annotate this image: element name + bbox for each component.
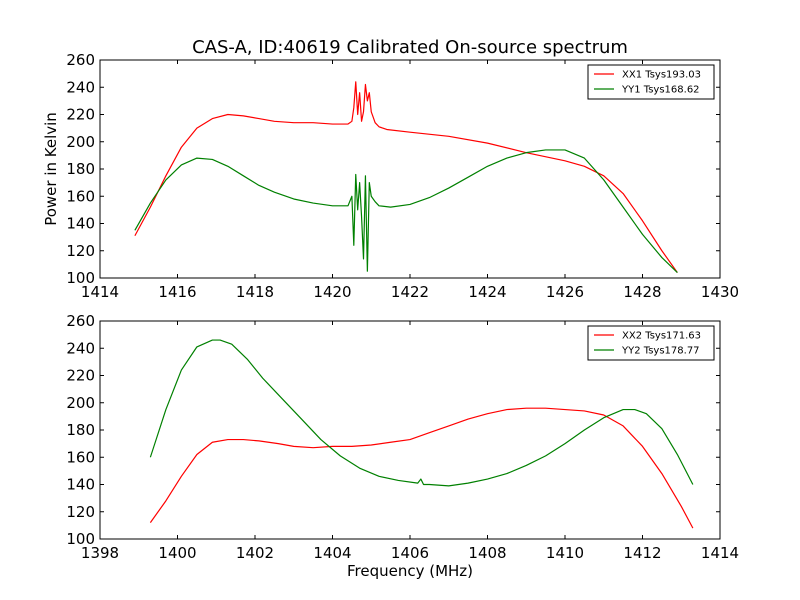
- y-tick-label: 160: [66, 448, 95, 466]
- x-tick-label: 1416: [158, 283, 196, 301]
- y-tick-label: 200: [66, 394, 95, 412]
- y-tick-label: 100: [66, 530, 95, 548]
- x-tick-label: 1408: [468, 544, 506, 562]
- x-tick-label: 1420: [313, 283, 351, 301]
- x-tick-label: 1424: [468, 283, 506, 301]
- y-tick-label: 180: [66, 160, 95, 178]
- y-tick-label: 260: [66, 312, 95, 330]
- x-tick-label: 1418: [236, 283, 274, 301]
- series-line-yy2: [149, 339, 694, 487]
- y-tick-label: 160: [66, 187, 95, 205]
- x-tick-label: 1428: [623, 283, 661, 301]
- top-chart: CAS-A, ID:40619 Calibrated On-source spe…: [42, 37, 739, 301]
- y-tick-label: 100: [66, 269, 95, 287]
- y-tick-label: 200: [66, 133, 95, 151]
- x-tick-label: 1414: [81, 283, 119, 301]
- chart-title: CAS-A, ID:40619 Calibrated On-source spe…: [192, 37, 628, 58]
- legend: XX2 Tsys171.63 YY2 Tsys178.77: [587, 325, 715, 361]
- y-tick-label: 220: [66, 367, 95, 385]
- series-line-xx1: [134, 81, 678, 273]
- y-tick-label: 120: [66, 242, 95, 260]
- legend-entry-xx1: XX1 Tsys193.03: [622, 70, 701, 81]
- y-tick-label: 120: [66, 503, 95, 521]
- ticks-layer: 1414 1416 1418 1420 1422 1424 1426 1428 1430 100 1…: [66, 51, 739, 301]
- series-layer: [149, 339, 694, 529]
- y-tick-label: 220: [66, 106, 95, 124]
- x-axis-label: Frequency (MHz): [347, 562, 473, 580]
- x-tick-label: 1402: [236, 544, 274, 562]
- y-tick-label: 260: [66, 51, 95, 69]
- x-tick-label: 1422: [391, 283, 429, 301]
- y-tick-label: 140: [66, 215, 95, 233]
- x-tick-label: 1412: [623, 544, 661, 562]
- y-tick-label: 180: [66, 421, 95, 439]
- x-tick-label: 1430: [701, 283, 739, 301]
- y-axis-label: Power in Kelvin: [42, 112, 60, 226]
- x-tick-label: 1398: [81, 544, 119, 562]
- y-tick-label: 240: [66, 339, 95, 357]
- y-tick-label: 240: [66, 78, 95, 96]
- x-tick-label: 1404: [313, 544, 351, 562]
- legend: XX1 Tsys193.03 YY1 Tsys168.62: [587, 64, 715, 100]
- x-tick-label: 1400: [158, 544, 196, 562]
- x-tick-label: 1406: [391, 544, 429, 562]
- legend-entry-xx2: XX2 Tsys171.63: [622, 331, 701, 342]
- legend-box: [587, 64, 715, 100]
- series-line-xx2: [149, 407, 694, 529]
- series-line-yy1: [134, 149, 678, 273]
- x-tick-label: 1426: [546, 283, 584, 301]
- bottom-chart: Frequency (MHz) 1398 1400 1402 1404 1406 1408…: [66, 312, 739, 580]
- series-layer: [134, 81, 678, 273]
- legend-entry-yy2: YY2 Tsys178.77: [621, 346, 700, 357]
- y-tick-label: 140: [66, 476, 95, 494]
- legend-box: [587, 325, 715, 361]
- ticks-layer: 1398 1400 1402 1404 1406 1408 1410 1412 1414 100 1…: [66, 312, 739, 562]
- legend-entry-yy1: YY1 Tsys168.62: [621, 85, 700, 96]
- x-tick-label: 1410: [546, 544, 584, 562]
- x-tick-label: 1414: [701, 544, 739, 562]
